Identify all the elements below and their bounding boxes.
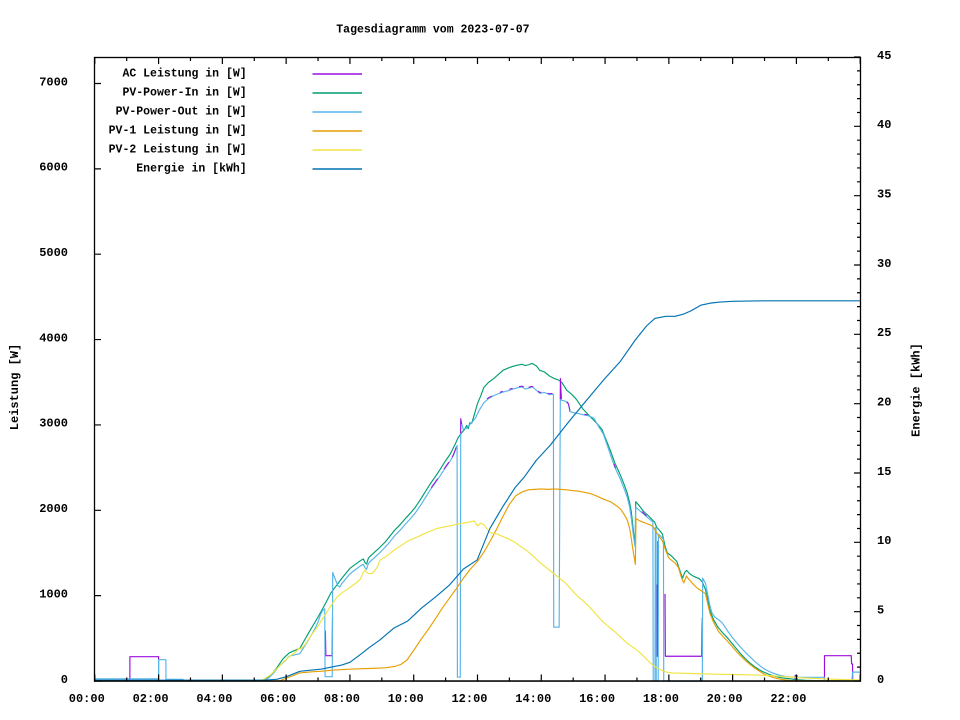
svg-text:0: 0 xyxy=(877,673,884,687)
svg-text:30: 30 xyxy=(877,257,891,271)
svg-text:5: 5 xyxy=(877,604,884,618)
svg-text:12:00: 12:00 xyxy=(451,692,487,706)
svg-text:16:00: 16:00 xyxy=(579,692,615,706)
svg-text:08:00: 08:00 xyxy=(324,692,360,706)
svg-text:04:00: 04:00 xyxy=(196,692,232,706)
svg-text:2000: 2000 xyxy=(39,502,68,516)
svg-text:0: 0 xyxy=(61,673,68,687)
svg-text:5000: 5000 xyxy=(39,246,68,260)
svg-text:PV-Power-In in [W]: PV-Power-In in [W] xyxy=(122,87,246,100)
svg-text:PV-Power-Out in [W]: PV-Power-Out in [W] xyxy=(116,106,247,119)
svg-text:PV-2 Leistung in [W]: PV-2 Leistung in [W] xyxy=(109,144,247,157)
svg-text:45: 45 xyxy=(877,49,891,63)
svg-text:Energie in [kWh]: Energie in [kWh] xyxy=(136,163,246,176)
svg-text:02:00: 02:00 xyxy=(133,692,169,706)
svg-text:3000: 3000 xyxy=(39,417,68,431)
svg-text:06:00: 06:00 xyxy=(260,692,296,706)
svg-text:22:00: 22:00 xyxy=(770,692,806,706)
svg-text:4000: 4000 xyxy=(39,331,68,345)
svg-text:10: 10 xyxy=(877,534,891,548)
svg-text:00:00: 00:00 xyxy=(69,692,105,706)
svg-text:PV-1 Leistung in [W]: PV-1 Leistung in [W] xyxy=(109,125,247,138)
svg-text:20:00: 20:00 xyxy=(707,692,743,706)
svg-text:40: 40 xyxy=(877,118,891,132)
svg-text:7000: 7000 xyxy=(39,75,68,89)
svg-text:15: 15 xyxy=(877,465,891,479)
svg-text:AC Leistung in [W]: AC Leistung in [W] xyxy=(122,68,246,81)
svg-text:35: 35 xyxy=(877,188,891,202)
svg-text:14:00: 14:00 xyxy=(515,692,551,706)
svg-text:Leistung [W]: Leistung [W] xyxy=(8,344,22,430)
svg-text:20: 20 xyxy=(877,396,891,410)
svg-text:Energie [kWh]: Energie [kWh] xyxy=(910,343,924,437)
svg-text:18:00: 18:00 xyxy=(643,692,679,706)
svg-text:Tagesdiagramm vom 2023-07-07: Tagesdiagramm vom 2023-07-07 xyxy=(336,24,529,37)
svg-text:10:00: 10:00 xyxy=(388,692,424,706)
svg-text:6000: 6000 xyxy=(39,161,68,175)
svg-text:1000: 1000 xyxy=(39,587,68,601)
svg-text:25: 25 xyxy=(877,326,891,340)
